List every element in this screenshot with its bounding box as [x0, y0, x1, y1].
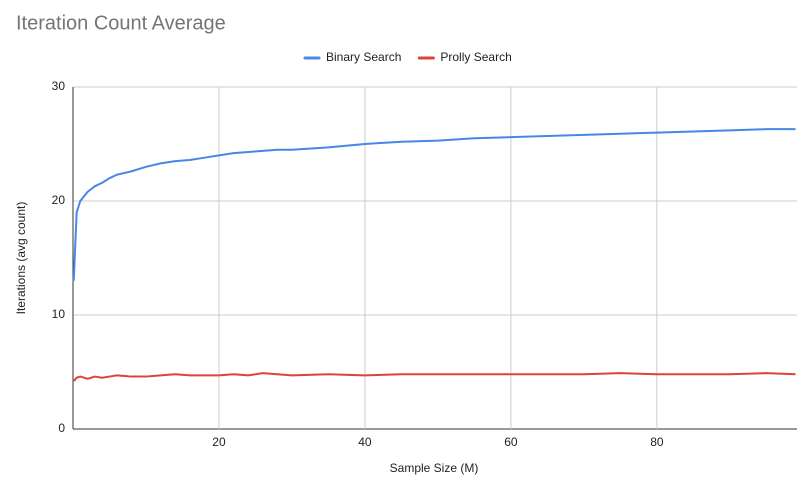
x-tick-label: 20 — [212, 435, 226, 449]
y-axis-title: Iterations (avg count) — [14, 202, 28, 315]
y-tick-label: 0 — [58, 421, 65, 435]
y-tick-label: 30 — [52, 79, 66, 93]
legend-label: Prolly Search — [440, 50, 511, 64]
x-tick-label: 80 — [650, 435, 664, 449]
series-line — [72, 128, 796, 281]
series-line — [72, 372, 796, 382]
legend-label: Binary Search — [326, 50, 401, 64]
y-tick-label: 10 — [52, 307, 66, 321]
x-tick-label: 60 — [504, 435, 518, 449]
chart-title: Iteration Count Average — [16, 12, 226, 34]
x-tick-label: 40 — [358, 435, 372, 449]
y-tick-label: 20 — [52, 193, 66, 207]
x-axis-title: Sample Size (M) — [390, 461, 479, 475]
